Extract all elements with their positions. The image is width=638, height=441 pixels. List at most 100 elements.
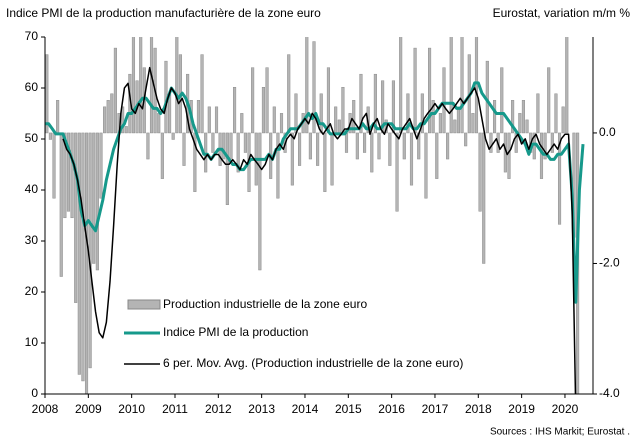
bar: [326, 67, 331, 134]
bar: [258, 132, 262, 271]
axes: 0 10 20 30 40 50 60 70 -4.0 -2.0 0.0 2008 2009 2010 20…: [25, 29, 620, 416]
y2-tick-label: -4.0: [599, 386, 620, 400]
source: Sources : IHS Markit; Eurostat .: [490, 427, 630, 438]
bar: [492, 100, 497, 134]
bar: [95, 132, 99, 271]
y-tick-label: 70: [25, 29, 39, 43]
bar: [131, 37, 136, 134]
bar: [103, 106, 107, 134]
bar: [196, 100, 201, 134]
bar: [543, 132, 547, 160]
plot-area: [45, 37, 585, 394]
bar: [507, 132, 511, 179]
bar: [395, 132, 399, 212]
bar: [471, 113, 475, 134]
legend-label: 6 per. Mov. Avg. (Production industriell…: [163, 356, 463, 370]
bar: [413, 47, 417, 134]
bar: [160, 132, 164, 179]
bar: [323, 132, 327, 192]
bar: [236, 132, 240, 173]
bar: [539, 132, 544, 179]
bar: [344, 132, 349, 153]
bar: [99, 132, 103, 199]
x-tick-label: 2012: [205, 402, 232, 416]
x-tick-label: 2011: [162, 402, 188, 416]
bar: [52, 132, 56, 199]
bar: [243, 132, 247, 153]
bar: [171, 132, 175, 140]
legend-label: Production industrielle de la zone euro: [163, 297, 367, 311]
bar: [482, 132, 486, 264]
y-tick-label: 20: [25, 284, 39, 298]
bar: [175, 37, 179, 134]
bar: [265, 67, 269, 134]
bar: [406, 93, 410, 134]
bar: [110, 93, 114, 134]
bar: [427, 47, 432, 134]
bar: [139, 37, 143, 134]
bar: [557, 132, 562, 225]
legend-label: Indice PMI de la production: [163, 325, 308, 339]
bar: [500, 67, 504, 134]
bar: [261, 87, 266, 134]
bar: [66, 132, 71, 212]
x-tick-label: 2013: [248, 402, 275, 416]
x-tick-label: 2014: [292, 402, 319, 416]
bar: [84, 132, 89, 394]
bar: [106, 100, 110, 134]
bar: [319, 93, 323, 134]
bar: [251, 67, 255, 134]
bar: [272, 106, 276, 134]
x-tick-label: 2009: [75, 402, 102, 416]
bar: [92, 132, 96, 264]
y2-tick-label: -2.0: [599, 256, 620, 270]
bar: [550, 132, 554, 153]
bar: [146, 132, 150, 160]
y-tick-label: 50: [25, 131, 39, 145]
bar: [207, 106, 211, 134]
bar: [370, 132, 374, 173]
bar: [420, 93, 424, 134]
bar: [48, 132, 52, 140]
bar: [435, 132, 439, 179]
bar: [565, 37, 569, 134]
bar: [536, 93, 540, 134]
bar: [409, 132, 414, 186]
x-tick-label: 2019: [508, 402, 535, 416]
y2-tick-label: 0.0: [599, 125, 616, 139]
x-tick-label: 2015: [335, 402, 362, 416]
bar: [294, 93, 298, 134]
bar: [81, 132, 85, 382]
bar: [489, 132, 493, 153]
bar: [521, 100, 525, 134]
bar: [337, 119, 341, 134]
bar: [59, 132, 63, 277]
bar: [359, 73, 363, 134]
bar: [561, 106, 565, 134]
bar: [363, 132, 367, 153]
bar: [211, 132, 215, 153]
bar: [525, 119, 529, 134]
bar: [121, 106, 125, 134]
bar: [56, 100, 60, 134]
bar: [478, 132, 482, 212]
bar: [290, 132, 294, 186]
bar: [402, 132, 406, 160]
bar: [446, 132, 450, 160]
y-tick-label: 10: [25, 335, 39, 349]
chart-title: Indice PMI de la production manufacturiè…: [6, 6, 321, 20]
legend: Production industrielle de la zone euro …: [124, 297, 463, 370]
bar: [308, 132, 312, 160]
bar: [74, 132, 78, 303]
y-tick-label: 40: [25, 182, 39, 196]
bar: [341, 87, 345, 134]
bar: [518, 113, 522, 134]
bar: [312, 41, 316, 134]
bar: [214, 106, 219, 134]
bar: [279, 113, 284, 134]
bar: [157, 113, 161, 134]
y-tick-label: 60: [25, 80, 39, 94]
bar: [225, 132, 229, 205]
bar: [431, 100, 435, 134]
